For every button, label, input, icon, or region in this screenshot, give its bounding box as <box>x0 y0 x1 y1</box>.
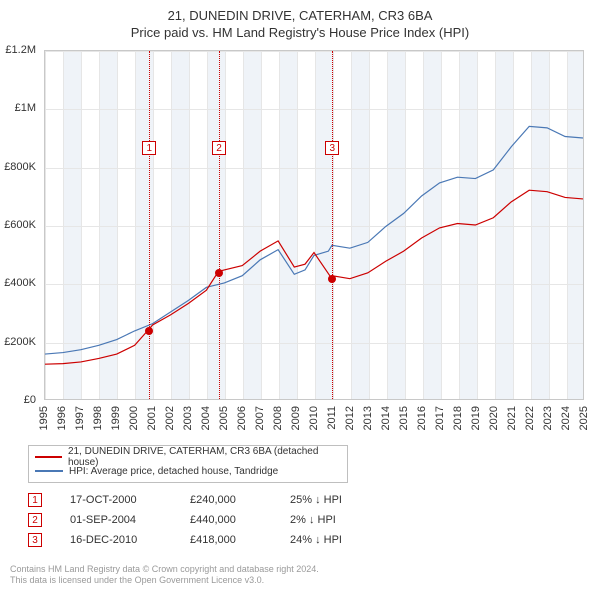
x-tick-label: 1995 <box>38 406 50 430</box>
legend-swatch-hpi <box>35 470 63 472</box>
y-tick-label: £400K <box>0 277 36 289</box>
chart-container: 21, DUNEDIN DRIVE, CATERHAM, CR3 6BA Pri… <box>0 0 600 590</box>
event-price-1: £240,000 <box>190 494 290 506</box>
x-tick-label: 2001 <box>146 406 158 430</box>
y-tick-label: £1M <box>0 102 36 114</box>
event-box-3: 3 <box>28 533 42 547</box>
x-tick-label: 2012 <box>344 406 356 430</box>
x-tick-label: 2020 <box>488 406 500 430</box>
x-tick-label: 2023 <box>542 406 554 430</box>
event-row-1: 1 17-OCT-2000 £240,000 25% ↓ HPI <box>28 490 390 510</box>
x-tick-label: 2021 <box>506 406 518 430</box>
y-tick-label: £600K <box>0 219 36 231</box>
x-tick-label: 2003 <box>182 406 194 430</box>
event-date-1: 17-OCT-2000 <box>70 494 190 506</box>
event-row-3: 3 16-DEC-2010 £418,000 24% ↓ HPI <box>28 530 390 550</box>
x-tick-label: 2006 <box>236 406 248 430</box>
legend-row-property: 21, DUNEDIN DRIVE, CATERHAM, CR3 6BA (de… <box>35 450 341 464</box>
x-tick-label: 2015 <box>398 406 410 430</box>
legend-swatch-property <box>35 456 62 458</box>
events-table: 1 17-OCT-2000 £240,000 25% ↓ HPI 2 01-SE… <box>28 490 390 550</box>
title-block: 21, DUNEDIN DRIVE, CATERHAM, CR3 6BA Pri… <box>0 0 600 44</box>
y-tick-label: £0 <box>0 394 36 406</box>
event-box-1: 1 <box>28 493 42 507</box>
footer: Contains HM Land Registry data © Crown c… <box>10 564 319 587</box>
event-dot <box>215 269 223 277</box>
event-pct-1: 25% ↓ HPI <box>290 494 390 506</box>
x-tick-label: 1997 <box>74 406 86 430</box>
x-tick-label: 2010 <box>308 406 320 430</box>
x-tick-label: 2014 <box>380 406 392 430</box>
event-box-2: 2 <box>28 513 42 527</box>
event-pct-2: 2% ↓ HPI <box>290 514 390 526</box>
x-tick-label: 2024 <box>560 406 572 430</box>
event-dot <box>328 275 336 283</box>
event-dot <box>145 327 153 335</box>
x-tick-label: 2019 <box>470 406 482 430</box>
x-tick-label: 2007 <box>254 406 266 430</box>
x-tick-label: 2000 <box>128 406 140 430</box>
y-tick-label: £1.2M <box>0 44 36 56</box>
x-tick-label: 2011 <box>326 406 338 430</box>
x-tick-label: 2004 <box>200 406 212 430</box>
line-series <box>45 51 583 399</box>
event-pct-3: 24% ↓ HPI <box>290 534 390 546</box>
x-tick-label: 2017 <box>434 406 446 430</box>
event-price-2: £440,000 <box>190 514 290 526</box>
x-tick-label: 2025 <box>578 406 590 430</box>
x-tick-label: 2005 <box>218 406 230 430</box>
x-tick-label: 2022 <box>524 406 536 430</box>
event-marker-box: 3 <box>325 141 339 155</box>
x-tick-label: 2008 <box>272 406 284 430</box>
event-date-3: 16-DEC-2010 <box>70 534 190 546</box>
legend-label-hpi: HPI: Average price, detached house, Tand… <box>69 466 278 477</box>
x-tick-label: 2013 <box>362 406 374 430</box>
x-tick-label: 1999 <box>110 406 122 430</box>
event-marker-box: 1 <box>142 141 156 155</box>
footer-line2: This data is licensed under the Open Gov… <box>10 575 319 586</box>
x-tick-label: 2002 <box>164 406 176 430</box>
event-price-3: £418,000 <box>190 534 290 546</box>
y-tick-label: £200K <box>0 336 36 348</box>
chart-area: 123 £0£200K£400K£600K£800K£1M£1.2M 19951… <box>44 50 584 400</box>
x-tick-label: 2009 <box>290 406 302 430</box>
footer-line1: Contains HM Land Registry data © Crown c… <box>10 564 319 575</box>
event-row-2: 2 01-SEP-2004 £440,000 2% ↓ HPI <box>28 510 390 530</box>
title-subtitle: Price paid vs. HM Land Registry's House … <box>10 25 590 40</box>
y-tick-label: £800K <box>0 161 36 173</box>
title-address: 21, DUNEDIN DRIVE, CATERHAM, CR3 6BA <box>10 8 590 23</box>
x-tick-label: 1996 <box>56 406 68 430</box>
plot-area: 1 2 3 <box>44 50 584 400</box>
x-tick-label: 2016 <box>416 406 428 430</box>
legend: 21, DUNEDIN DRIVE, CATERHAM, CR3 6BA (de… <box>28 445 348 483</box>
event-date-2: 01-SEP-2004 <box>70 514 190 526</box>
x-tick-label: 2018 <box>452 406 464 430</box>
x-tick-label: 1998 <box>92 406 104 430</box>
event-marker-box: 2 <box>212 141 226 155</box>
